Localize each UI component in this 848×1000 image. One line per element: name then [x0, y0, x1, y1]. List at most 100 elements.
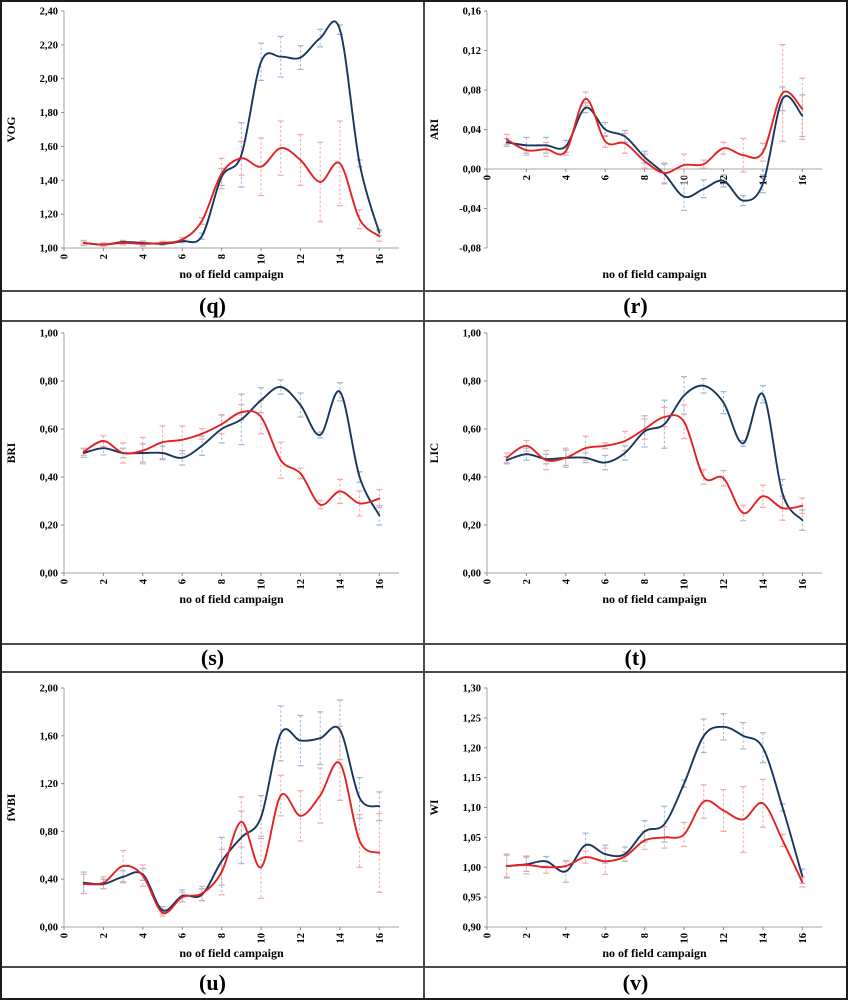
x-tick-label: 14: [758, 932, 769, 943]
caption-cell-t: (t): [425, 645, 846, 671]
series-red-line: [82, 147, 381, 246]
y-tick-label: 1,00: [40, 244, 58, 255]
x-tick-label: 4: [561, 932, 572, 938]
chart-panel-u: 0,00 0,40 0,80 1,20 1,60 2,00 0 2 4 6 8 10 12 14 16 fWB…: [2, 673, 423, 966]
caption-v: (v): [622, 970, 649, 995]
y-tick-label: 0,80: [40, 827, 58, 838]
y-tick-label: 2,00: [40, 684, 58, 695]
y-tick-label: 0,16: [463, 7, 481, 18]
x-tick-label: 8: [217, 254, 228, 259]
x-tick-label: 16: [798, 175, 809, 186]
y-tick-label: 1,05: [463, 833, 481, 844]
caption-q: (q): [199, 293, 226, 318]
y-tick-label: 1,00: [463, 863, 481, 874]
chart-panel-q: 1,00 1,20 1,40 1,60 1,80 2,00 2,20 2,40 0 2 4 6 8 10 1…: [2, 2, 423, 290]
y-tick-label: 1,00: [40, 329, 58, 340]
x-tick-label: 6: [601, 933, 612, 938]
x-tick-label: 12: [719, 933, 730, 944]
x-tick-label: 10: [680, 933, 691, 944]
series-blue-line: [82, 20, 381, 246]
y-tick-label: 0,00: [40, 923, 58, 934]
x-tick-label: 0: [60, 254, 71, 259]
x-tick-label: 8: [217, 933, 228, 938]
y-tick-label: 1,40: [40, 176, 58, 187]
y-axis-title: LIC: [429, 443, 441, 463]
x-tick-label: 2: [522, 933, 533, 938]
x-tick-label: 0: [483, 933, 494, 938]
y-tick-label: 0,80: [463, 377, 481, 388]
x-axis-title: no of field campaign: [179, 592, 284, 606]
caption-cell-q: (q): [2, 292, 423, 320]
chart-t-lic: 0,00 0,20 0,40 0,60 0,80 1,00 0 2 4 6 8 10 12 14 16 LIC…: [429, 329, 822, 606]
x-axis-title: no of field campaign: [602, 267, 707, 281]
x-tick-label: 10: [257, 933, 268, 944]
caption-r: (r): [623, 293, 648, 318]
x-tick-label: 2: [522, 175, 533, 180]
caption-cell-u: (u): [2, 968, 423, 998]
series-red-line: [82, 761, 381, 915]
y-tick-label: 1,60: [40, 731, 58, 742]
y-tick-label: 1,00: [463, 329, 481, 340]
error-bars-red: [503, 778, 806, 888]
y-tick-label: 0,40: [463, 473, 481, 484]
y-tick-label: 0,00: [463, 165, 481, 176]
chart-q-vog: 1,00 1,20 1,40 1,60 1,80 2,00 2,20 2,40 0 2 4 6 8 10 1…: [6, 7, 399, 281]
x-tick-label: 12: [719, 579, 730, 590]
y-tick-label: -0,04: [459, 204, 482, 215]
chart-r-ari: -0,08 -0,04 0,00 0,04 0,08 0,12 0,16 0 2 4 6 8 10 12 1…: [429, 7, 822, 281]
y-axis-title: ARI: [429, 118, 441, 140]
x-tick-label: 10: [257, 579, 268, 590]
chart-panel-r: -0,08 -0,04 0,00 0,04 0,08 0,12 0,16 0 2 4 6 8 10 12 1…: [425, 2, 846, 290]
error-bars-red: [80, 120, 383, 247]
y-tick-label: 0,20: [463, 521, 481, 532]
x-tick-label: 12: [296, 254, 307, 265]
chart-v-wi: 0,90 0,95 1,00 1,05 1,10 1,15 1,20 1,25 1,30 0 2 4 6…: [429, 684, 822, 960]
x-tick-label: 8: [217, 579, 228, 584]
y-tick-label: 0,90: [463, 923, 481, 934]
x-axis-title: no of field campaign: [602, 592, 707, 606]
y-tick-label: 0,00: [463, 569, 481, 580]
y-tick-label: 1,60: [40, 142, 58, 153]
y-tick-label: 1,30: [463, 684, 481, 695]
x-tick-label: 4: [561, 174, 572, 180]
x-tick-label: 6: [601, 579, 612, 584]
series-red-line: [82, 410, 381, 506]
x-tick-label: 10: [680, 175, 691, 186]
series-blue-line: [505, 95, 804, 202]
y-axis-title: BRI: [6, 442, 18, 463]
y-tick-label: 1,80: [40, 108, 58, 119]
y-tick-label: 0,60: [463, 425, 481, 436]
x-tick-label: 6: [178, 254, 189, 259]
caption-cell-r: (r): [425, 292, 846, 320]
y-tick-label: 1,20: [40, 210, 58, 221]
caption-t: (t): [624, 645, 647, 670]
y-tick-label: 1,15: [463, 773, 481, 784]
x-axis-title: no of field campaign: [602, 946, 707, 960]
x-tick-label: 16: [798, 579, 809, 590]
error-bars-blue: [80, 24, 383, 247]
x-tick-label: 10: [257, 254, 268, 265]
series-red-line: [505, 414, 804, 515]
y-axis-title: VOG: [6, 116, 18, 142]
x-tick-label: 2: [99, 254, 110, 259]
x-tick-label: 14: [335, 578, 346, 589]
y-tick-label: 2,20: [40, 40, 58, 51]
caption-s: (s): [200, 645, 225, 670]
x-tick-label: 2: [99, 933, 110, 938]
chart-panel-t: 0,00 0,20 0,40 0,60 0,80 1,00 0 2 4 6 8 10 12 14 16 LIC…: [425, 322, 846, 643]
x-tick-label: 16: [375, 579, 386, 590]
y-tick-label: 1,25: [463, 713, 481, 724]
error-bars-red: [503, 43, 806, 184]
y-tick-label: 0,40: [40, 875, 58, 886]
x-tick-label: 4: [138, 932, 149, 938]
y-axis-title: WI: [429, 799, 441, 816]
y-tick-label: 2,40: [40, 7, 58, 18]
x-tick-label: 0: [483, 579, 494, 584]
x-tick-label: 16: [798, 933, 809, 944]
y-tick-label: 2,00: [40, 74, 58, 85]
chart-u-fwbi: 0,00 0,40 0,80 1,20 1,60 2,00 0 2 4 6 8 10 12 14 16 fWB…: [6, 684, 399, 960]
x-tick-label: 0: [483, 175, 494, 180]
x-tick-label: 8: [640, 175, 651, 180]
chart-panel-v: 0,90 0,95 1,00 1,05 1,10 1,15 1,20 1,25 1,30 0 2 4 6…: [425, 673, 846, 966]
